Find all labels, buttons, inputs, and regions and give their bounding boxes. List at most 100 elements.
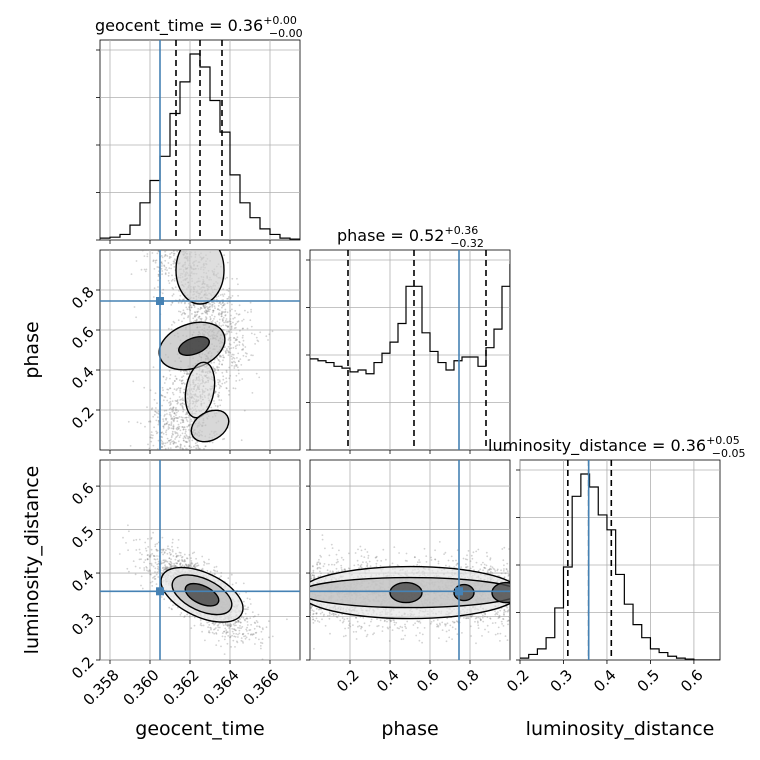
sample-point [494, 622, 497, 624]
sample-point [172, 250, 175, 253]
sample-point [323, 613, 325, 616]
sample-point [156, 550, 158, 552]
sample-point [163, 568, 166, 570]
sample-point [311, 616, 314, 618]
sample-point [155, 259, 158, 262]
sample-point [143, 569, 146, 571]
sample-point [221, 306, 223, 309]
sample-point [155, 583, 158, 585]
sample-point [241, 343, 244, 346]
sample-point [175, 442, 177, 444]
sample-point [171, 541, 174, 544]
sample-point [168, 272, 170, 274]
sample-point [240, 616, 243, 619]
sample-point [175, 411, 178, 414]
sample-point [417, 561, 419, 564]
sample-point [210, 406, 213, 409]
sample-point [202, 624, 205, 627]
sample-point [246, 311, 249, 314]
sample-point [179, 387, 182, 389]
sample-point [143, 268, 146, 271]
sample-point [140, 575, 143, 578]
sample-point [259, 626, 261, 628]
sample-point [173, 419, 176, 422]
sample-point [168, 282, 171, 284]
sample-point [175, 552, 177, 555]
sample-point [211, 320, 214, 322]
sample-point [170, 304, 173, 306]
sample-point [164, 566, 166, 569]
sample-point [163, 423, 166, 426]
sample-point [181, 419, 184, 421]
sample-point [179, 449, 182, 450]
sample-point [502, 570, 505, 572]
sample-point [170, 421, 173, 423]
sample-point [204, 311, 207, 313]
sample-point [201, 630, 204, 633]
sample-point [212, 309, 214, 312]
sample-point [163, 423, 166, 426]
sample-point [165, 433, 168, 436]
sample-point [167, 428, 170, 430]
sample-point [222, 356, 225, 359]
sample-point [233, 624, 236, 627]
sample-point [168, 439, 171, 442]
sample-point [226, 261, 229, 264]
sample-point [180, 380, 183, 383]
sample-point [175, 407, 177, 409]
sample-point [170, 251, 173, 254]
sample-point [195, 318, 198, 321]
sample-point [237, 320, 240, 323]
sample-point [249, 629, 252, 631]
sample-point [259, 331, 262, 334]
sample-point [182, 408, 184, 410]
sample-point [248, 638, 251, 641]
sample-point [262, 628, 264, 631]
sample-point [193, 417, 196, 420]
sample-point [225, 387, 228, 390]
sample-point [182, 382, 185, 384]
sample-point [219, 404, 222, 407]
sample-point [393, 619, 395, 622]
sample-point [209, 317, 212, 320]
sample-point [195, 447, 198, 450]
sample-point [228, 287, 231, 290]
sample-point [183, 560, 186, 563]
contour-level [190, 409, 230, 443]
sample-point [224, 277, 227, 280]
sample-point [143, 567, 146, 569]
sample-point [167, 274, 170, 277]
sample-point [445, 564, 447, 567]
sample-point [233, 360, 235, 363]
sample-point [363, 556, 366, 558]
sample-point [215, 298, 218, 301]
sample-point [223, 356, 226, 359]
sample-point [172, 427, 175, 430]
sample-point [157, 419, 160, 422]
density-phase-vs-geocent-time-panel: 0.20.40.60.8 [68, 249, 301, 454]
sample-point [169, 407, 172, 410]
sample-point [176, 402, 179, 405]
sample-point [251, 634, 254, 636]
sample-point [226, 302, 229, 305]
x-tick-label: 0.366 [240, 666, 283, 709]
sample-point [167, 262, 170, 264]
sample-point [176, 555, 178, 558]
sample-point [352, 631, 355, 633]
sample-point [181, 432, 184, 435]
sample-point [197, 310, 200, 313]
sample-point [223, 321, 226, 324]
sample-point [183, 559, 186, 562]
sample-point [235, 322, 238, 325]
sample-point [206, 313, 209, 315]
sample-point [176, 400, 179, 403]
sample-point [171, 608, 173, 611]
sample-point [145, 549, 148, 552]
sample-point [179, 564, 182, 566]
sample-point [179, 562, 182, 565]
sample-point [194, 311, 196, 313]
sample-point [162, 427, 165, 429]
sample-point [188, 306, 191, 308]
sample-point [237, 352, 240, 355]
sample-point [258, 625, 261, 628]
